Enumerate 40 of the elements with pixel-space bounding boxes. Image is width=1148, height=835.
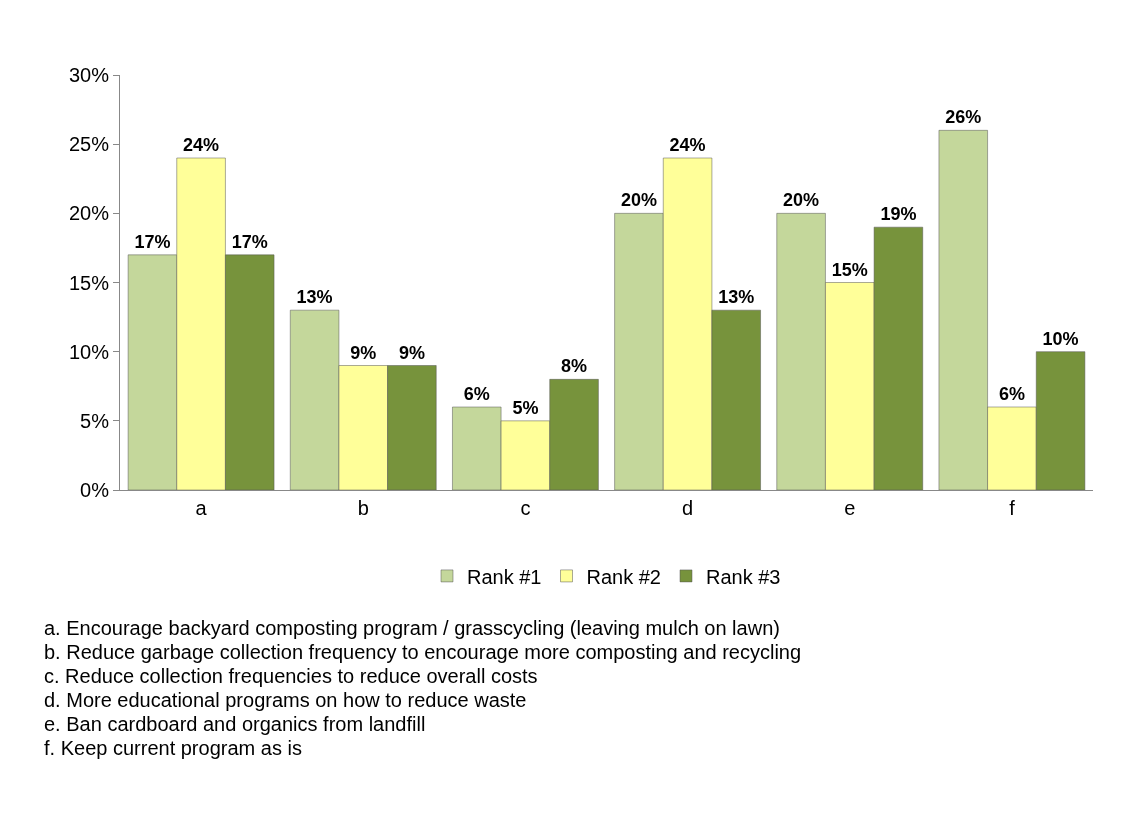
y-tick-label: 10%	[68, 340, 110, 363]
data-label: 19%	[880, 204, 917, 225]
data-label: 13%	[296, 287, 333, 308]
data-label: 20%	[620, 190, 657, 211]
data-label: 9%	[398, 342, 425, 363]
data-label: 24%	[183, 135, 220, 155]
data-label: 26%	[945, 107, 982, 128]
x-tick-label: d	[682, 497, 694, 519]
data-label: 5%	[512, 397, 539, 418]
y-tick-label: 5%	[80, 409, 110, 432]
data-label: 13%	[718, 287, 755, 308]
data-label: 9%	[350, 342, 377, 363]
data-label: 17%	[134, 231, 171, 252]
y-tick-label: 15%	[68, 271, 110, 294]
y-tick-label: 25%	[68, 133, 110, 156]
text: f. Keep current program as is	[44, 737, 302, 759]
data-label: 20%	[783, 190, 820, 211]
data-label: 6%	[463, 384, 490, 404]
data-label: 15%	[831, 259, 868, 280]
x-tick-label: e	[844, 497, 856, 519]
text: e. Ban cardboard and organics from landfill	[44, 713, 426, 735]
legend-label: Rank #2	[586, 565, 661, 588]
legend-label: Rank #3	[706, 565, 781, 588]
data-label: 24%	[669, 135, 706, 155]
data-label: 17%	[231, 231, 268, 252]
y-tick-label: 30%	[68, 64, 110, 86]
x-tick-label: a	[195, 497, 208, 519]
x-tick-label: c	[520, 497, 531, 519]
data-label: 8%	[561, 356, 588, 377]
legend-label: Rank #1	[467, 565, 542, 588]
text: a. Encourage backyard composting program / grasscycling (leaving mulch on lawn)	[44, 617, 780, 639]
x-tick-label: f	[1009, 497, 1016, 519]
text: d. More educational programs on how to reduce waste	[44, 689, 527, 711]
y-tick-label: 0%	[80, 479, 110, 501]
x-tick-label: b	[357, 497, 369, 519]
y-tick-label: 20%	[68, 202, 110, 225]
text: b. Reduce garbage collection frequency to encourage more composting and recycling	[44, 641, 802, 663]
data-label: 6%	[998, 384, 1025, 404]
text: c. Reduce collection frequencies to reduce overall costs	[44, 665, 538, 687]
data-label: 10%	[1042, 328, 1079, 349]
